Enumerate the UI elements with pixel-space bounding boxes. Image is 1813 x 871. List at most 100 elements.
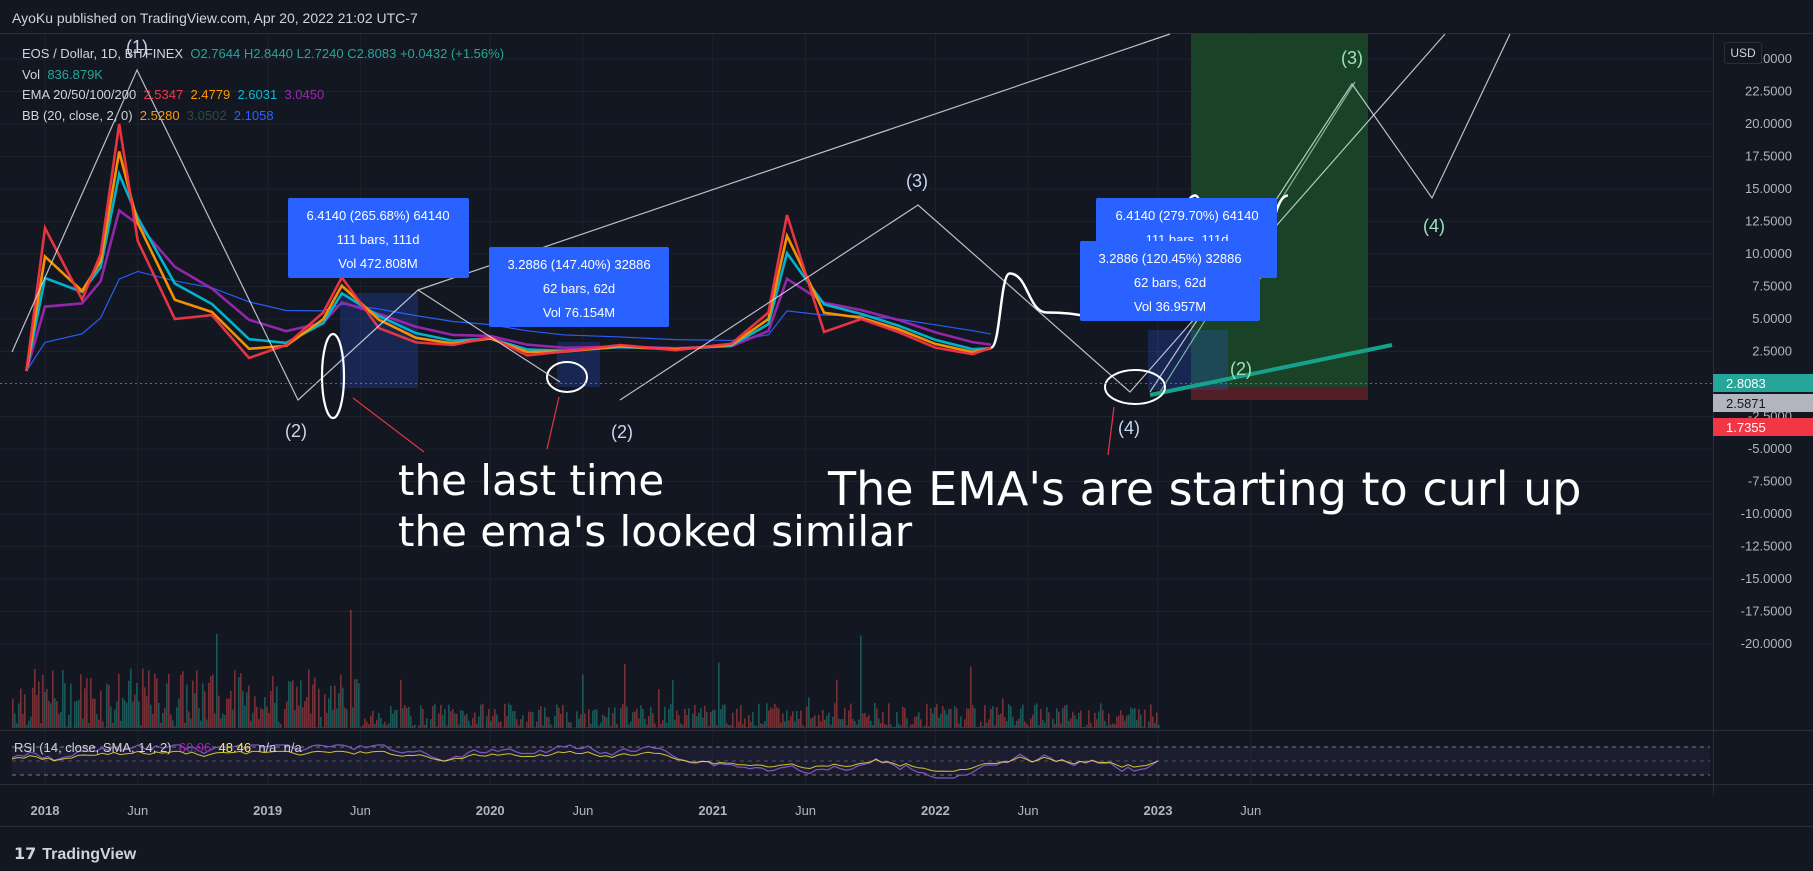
- volume-bar: [160, 722, 162, 728]
- volume-bar: [1074, 715, 1076, 728]
- volume-bar: [176, 707, 178, 728]
- volume-bar: [136, 682, 138, 728]
- volume-bar: [314, 677, 316, 728]
- volume-bar: [216, 633, 218, 728]
- volume-bar: [34, 668, 36, 728]
- volume-bar: [426, 718, 428, 728]
- volume-bar: [124, 700, 126, 728]
- time-axis[interactable]: 2018 Jun 2019 Jun 2020 Jun 2021 Jun 2022 Jun 2023 J…: [31, 803, 1262, 818]
- volume-bar: [676, 710, 678, 728]
- volume-bar: [682, 724, 684, 728]
- volume-bar: [534, 727, 536, 728]
- volume-bar: [278, 721, 280, 728]
- volume-bar: [302, 707, 304, 728]
- volume-bar: [14, 713, 16, 728]
- volume-bar: [660, 724, 662, 728]
- volume-bar: [826, 715, 828, 728]
- volume-bar: [230, 690, 232, 728]
- volume-bar: [324, 694, 326, 728]
- volume-bar: [542, 725, 544, 728]
- volume-bar: [148, 670, 150, 728]
- volume-bar: [234, 670, 236, 728]
- volume-bar: [512, 711, 514, 728]
- volume-bar: [984, 705, 986, 728]
- volume-bar: [894, 726, 896, 728]
- volume-bar: [16, 723, 18, 728]
- volume-bar: [918, 712, 920, 728]
- volume-bar: [1156, 712, 1158, 728]
- volume-bar: [550, 724, 552, 728]
- volume-bars: [12, 609, 1160, 728]
- volume-bar: [708, 725, 710, 728]
- volume-bar: [872, 725, 874, 728]
- rsi-legend: RSI (14, close, SMA, 14, 2) 60.96 48.46 …: [14, 740, 302, 755]
- volume-bar: [62, 669, 64, 728]
- volume-bar: [778, 708, 780, 728]
- volume-bar: [518, 725, 520, 728]
- x-tick-label: 2020: [476, 803, 505, 818]
- volume-bar: [98, 719, 100, 728]
- volume-bar: [892, 727, 894, 728]
- price-chart[interactable]: 6.4140 (265.68%) 64140 111 bars, 111d Vo…: [0, 0, 1813, 836]
- volume-bar: [74, 701, 76, 728]
- volume-bar: [462, 710, 464, 728]
- volume-bar: [130, 668, 132, 728]
- volume-bar: [454, 713, 456, 728]
- volume-bar: [958, 723, 960, 728]
- volume-bar: [662, 720, 664, 728]
- volume-bar: [746, 727, 748, 728]
- volume-bar: [268, 712, 270, 728]
- volume-bar: [1084, 726, 1086, 728]
- volume-bar: [326, 712, 328, 728]
- volume-bar: [58, 713, 60, 728]
- volume-bar: [954, 706, 956, 728]
- volume-bar: [628, 724, 630, 728]
- volume-bar: [382, 724, 384, 728]
- volume-bar: [350, 609, 352, 728]
- volume-bar: [906, 718, 908, 728]
- volume-bar: [876, 708, 878, 728]
- volume-bar: [240, 673, 242, 728]
- volume-bar: [40, 723, 42, 728]
- volume-bar: [346, 709, 348, 728]
- volume-bar: [1150, 704, 1152, 728]
- volume-bar: [994, 725, 996, 728]
- y-tick-label: -10.0000: [1741, 506, 1792, 521]
- volume-bar: [670, 703, 672, 728]
- volume-bar: [300, 680, 302, 728]
- volume-bar: [620, 707, 622, 728]
- price-axis[interactable]: 25.000022.500020.000017.500015.000012.50…: [1741, 51, 1792, 651]
- volume-bar: [1014, 724, 1016, 728]
- y-tick-label: 10.0000: [1745, 246, 1792, 261]
- wave-label: (3): [906, 171, 928, 191]
- volume-bar: [968, 708, 970, 728]
- volume-bar: [822, 709, 824, 728]
- svg-text:111 bars, 111d: 111 bars, 111d: [337, 232, 420, 247]
- volume-bar: [224, 715, 226, 728]
- volume-bar: [60, 711, 62, 728]
- volume-bar: [1010, 706, 1012, 728]
- volume-bar: [806, 706, 808, 728]
- wave-label: (2): [285, 421, 307, 441]
- volume-bar: [878, 718, 880, 728]
- volume-bar: [290, 682, 292, 728]
- volume-bar: [756, 725, 758, 728]
- tradingview-logo[interactable]: 17 TradingView: [14, 844, 137, 863]
- volume-bar: [330, 685, 332, 728]
- annotation-left-2: the ema's looked similar: [398, 507, 913, 556]
- currency-button[interactable]: USD: [1724, 42, 1762, 64]
- volume-bar: [1112, 723, 1114, 728]
- volume-bar: [526, 721, 528, 728]
- volume-bar: [1006, 721, 1008, 728]
- volume-bar: [570, 722, 572, 728]
- volume-bar: [168, 673, 170, 728]
- volume-bar: [582, 674, 584, 728]
- arrow-2: [546, 396, 560, 450]
- volume-bar: [730, 725, 732, 728]
- trend-line: [1149, 343, 1393, 397]
- volume-bar: [884, 724, 886, 728]
- volume-bar: [32, 687, 34, 728]
- volume-bar: [592, 710, 594, 728]
- svg-text:Vol 472.808M: Vol 472.808M: [338, 256, 418, 271]
- volume-bar: [408, 706, 410, 728]
